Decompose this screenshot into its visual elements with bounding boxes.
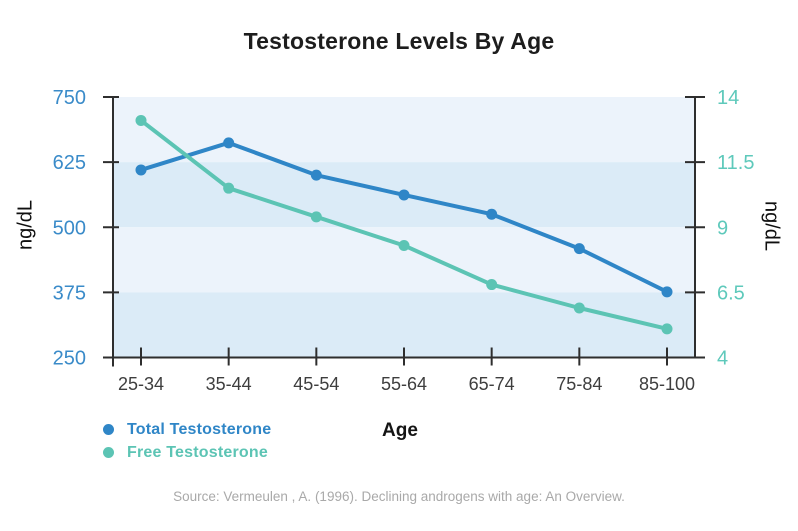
series-point xyxy=(661,286,673,298)
x-axis-title: Age xyxy=(382,420,418,441)
y-left-tick-label: 500 xyxy=(53,217,86,239)
y-left-tick-label: 375 xyxy=(53,282,86,304)
source-citation: Source: Vermeulen , A. (1996). Declining… xyxy=(173,489,625,504)
series-point xyxy=(573,243,585,255)
legend-marker-icon xyxy=(103,447,114,458)
series-point xyxy=(398,189,410,201)
y-right-tick-label: 9 xyxy=(717,217,728,239)
series-point xyxy=(135,164,147,176)
plot-band xyxy=(113,227,695,293)
y-right-tick-label: 14 xyxy=(717,87,739,109)
y-right-tick-label: 6.5 xyxy=(717,282,745,304)
series-point xyxy=(223,182,235,194)
series-point xyxy=(486,208,498,220)
series-point xyxy=(573,302,585,314)
right-axis-title: ng/dL xyxy=(760,200,783,252)
y-left-tick-label: 625 xyxy=(53,152,86,174)
left-axis-title: ng/dL xyxy=(14,199,37,251)
legend-label-total: Total Testosterone xyxy=(127,420,272,438)
plot-band xyxy=(113,292,695,358)
x-tick-label: 85-100 xyxy=(639,374,695,394)
x-tick-label: 55-64 xyxy=(381,374,427,394)
y-right-tick-label: 4 xyxy=(717,348,728,370)
legend-label-free: Free Testosterone xyxy=(127,443,268,461)
legend-item-total-testosterone: Total Testosterone xyxy=(103,418,271,441)
series-point xyxy=(223,137,235,149)
legend-item-free-testosterone: Free Testosterone xyxy=(103,441,271,464)
y-right-tick-label: 11.5 xyxy=(717,152,754,174)
series-point xyxy=(310,211,322,223)
x-tick-label: 75-84 xyxy=(556,374,602,394)
series-point xyxy=(486,279,498,291)
chart-legend: Total Testosterone Free Testosterone xyxy=(103,418,271,464)
series-point xyxy=(398,239,410,251)
series-point xyxy=(135,114,147,126)
legend-marker-icon xyxy=(103,424,114,435)
series-point xyxy=(310,169,322,181)
y-left-tick-label: 750 xyxy=(53,87,86,109)
x-tick-label: 45-54 xyxy=(293,374,339,394)
series-point xyxy=(661,323,673,335)
x-tick-label: 35-44 xyxy=(206,374,252,394)
x-tick-label: 65-74 xyxy=(469,374,515,394)
y-left-tick-label: 250 xyxy=(53,348,86,370)
chart-title: Testosterone Levels By Age xyxy=(243,28,555,54)
x-tick-label: 25-34 xyxy=(118,374,164,394)
plot-band xyxy=(113,97,695,163)
